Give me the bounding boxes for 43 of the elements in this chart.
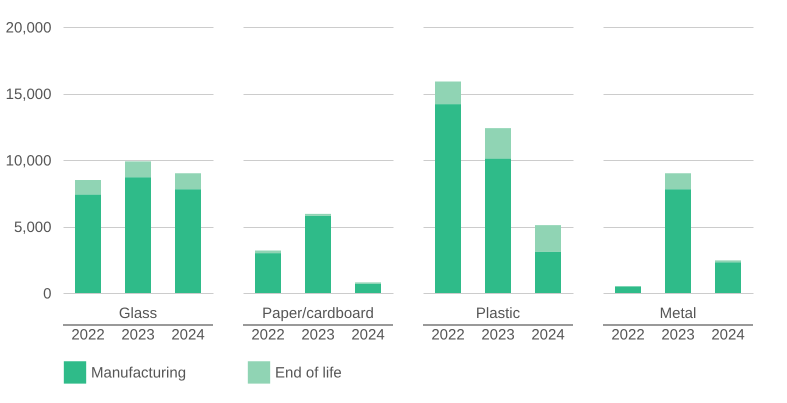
y-tick-label: 5,000	[14, 219, 52, 236]
x-axis-title: Plastic	[476, 305, 521, 322]
bar	[435, 104, 461, 293]
legend-label: End of life	[275, 364, 342, 382]
x-tick-label: 2022	[431, 326, 465, 344]
x-axis-title: Paper/cardboard	[262, 305, 374, 322]
bar	[305, 216, 331, 293]
bar	[435, 82, 461, 104]
x-tick-label: 2022	[251, 326, 285, 344]
bar	[485, 128, 511, 159]
bar	[255, 250, 281, 254]
y-tick-label: 10,000	[6, 152, 52, 170]
bar	[535, 252, 561, 293]
x-tick-label: 2022	[611, 326, 645, 344]
x-tick-label: 2022	[71, 326, 105, 344]
x-tick-label: 2024	[531, 326, 565, 344]
bar	[535, 225, 561, 252]
bar	[175, 173, 201, 190]
bar	[665, 189, 691, 293]
x-axis-title: Metal	[660, 305, 696, 322]
bar	[125, 177, 151, 293]
legend-label: Manufacturing	[91, 364, 186, 382]
bar	[485, 158, 511, 293]
bar	[715, 262, 741, 293]
bar	[75, 194, 101, 293]
y-tick-label: 0	[43, 286, 52, 302]
x-axis-title: Glass	[118, 305, 158, 322]
x-tick-label: 2023	[121, 326, 155, 344]
bar	[355, 284, 381, 293]
bar	[175, 189, 201, 293]
bar	[125, 161, 151, 178]
bar	[75, 180, 101, 195]
x-tick-label: 2024	[711, 326, 745, 344]
x-tick-label: 2024	[351, 326, 385, 344]
bar	[255, 253, 281, 293]
y-tick-label: 20,000	[6, 20, 52, 36]
x-tick-label: 2024	[171, 326, 205, 344]
y-tick-label: 15,000	[6, 86, 52, 103]
bar	[615, 286, 641, 293]
x-tick-label: 2023	[661, 326, 695, 344]
bar	[665, 173, 691, 190]
x-tick-label: 2023	[481, 326, 515, 344]
x-tick-label: 2023	[301, 326, 335, 344]
